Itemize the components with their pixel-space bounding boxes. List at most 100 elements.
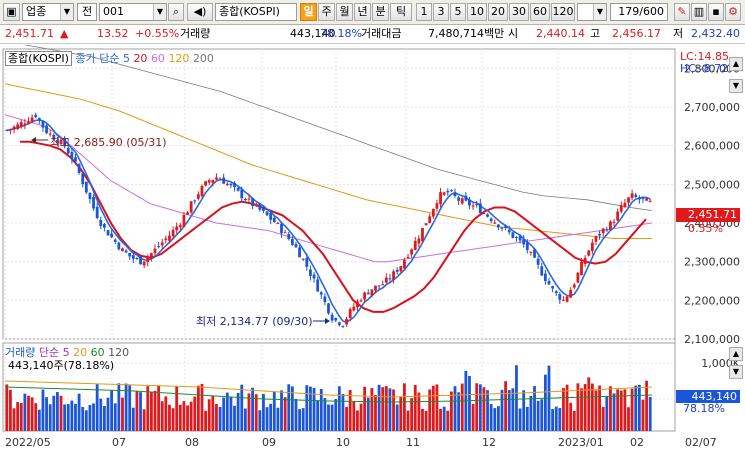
vol-legend-title: 거래량 xyxy=(5,346,36,359)
volume-bar xyxy=(616,389,620,431)
candle-body xyxy=(207,180,211,183)
volume-bar xyxy=(403,383,406,431)
candle-body xyxy=(616,211,620,221)
vol-scroll-down-icon[interactable]: ▼ xyxy=(729,365,743,379)
open-label: 시 xyxy=(508,27,519,40)
candle-body xyxy=(182,215,186,227)
interval-20[interactable]: 20 xyxy=(488,3,508,21)
volume-bar xyxy=(417,392,421,431)
code-input[interactable]: 001 ▼ xyxy=(99,3,167,21)
volume-bar xyxy=(204,410,208,431)
high-value: 2,456.17 xyxy=(612,27,661,40)
volume-bar xyxy=(41,389,45,431)
candle-body xyxy=(439,192,442,205)
tools-icon[interactable]: ✎ xyxy=(674,3,690,21)
volume-bar xyxy=(565,384,569,431)
chart-toolbar: ▣ 업종 ▼ 전 001 ▼ ⌕ ◀) 종합(KOSPI) 일 주 월 년 분 틱 … xyxy=(0,0,745,25)
speaker-icon[interactable]: ◀) xyxy=(187,3,213,21)
volume-bar xyxy=(641,399,645,431)
chart-type-icon[interactable]: ▥ xyxy=(691,3,707,21)
interval-custom-select[interactable]: ▼ xyxy=(577,3,607,21)
interval-1[interactable]: 1 xyxy=(416,3,432,21)
candle-body xyxy=(5,129,9,131)
volume-bar xyxy=(619,390,623,431)
period-month[interactable]: 월 xyxy=(336,3,353,21)
candle-body xyxy=(330,314,334,321)
candle-body xyxy=(139,256,142,265)
volume-bar xyxy=(352,401,356,431)
volume-bar xyxy=(525,406,529,431)
volume-bar xyxy=(23,393,27,431)
volume-bar xyxy=(489,404,493,431)
volume-label: 거래량 xyxy=(180,27,211,40)
volume-bar xyxy=(449,391,453,431)
volume-bar xyxy=(269,403,273,431)
candle-body xyxy=(421,227,424,242)
candle-body xyxy=(403,260,406,269)
volume-bar xyxy=(482,387,486,431)
volume-value: 443,140 xyxy=(290,27,336,40)
volume-bar xyxy=(52,395,56,431)
interval-10[interactable]: 10 xyxy=(467,3,487,21)
legend-ma5: 5 xyxy=(122,52,130,65)
vol-scroll-up-icon[interactable]: ▲ xyxy=(729,347,743,361)
volume-bar xyxy=(399,396,403,431)
interval-3[interactable]: 3 xyxy=(433,3,449,21)
price-axis-label: 2,200,000 xyxy=(684,294,740,307)
volume-bar xyxy=(153,390,157,431)
candle-body xyxy=(464,195,468,201)
volume-bar xyxy=(265,407,269,431)
volume-bar xyxy=(645,380,648,431)
candle-body xyxy=(124,250,128,253)
interval-5[interactable]: 5 xyxy=(450,3,466,21)
vol-legend-ma5: 5 xyxy=(62,346,70,359)
candle-body xyxy=(518,236,522,241)
candle-body xyxy=(59,139,63,145)
candle-body xyxy=(453,192,457,197)
volume-bar xyxy=(34,403,38,431)
period-day[interactable]: 일 xyxy=(300,3,317,21)
market-select[interactable]: 업종 ▼ xyxy=(22,3,74,21)
date-axis-label: 02/07 xyxy=(685,436,717,449)
period-year[interactable]: 년 xyxy=(354,3,371,21)
candle-body xyxy=(178,225,182,228)
candle-body xyxy=(110,233,114,238)
volume-bar xyxy=(88,405,92,431)
period-minute[interactable]: 분 xyxy=(372,3,389,21)
volume-bar xyxy=(637,384,641,431)
candle-body xyxy=(601,228,605,234)
candle-body xyxy=(243,199,247,201)
volume-ma-line xyxy=(4,380,653,398)
volume-bar xyxy=(178,404,182,431)
candle-body xyxy=(135,258,139,260)
search-type-button[interactable]: 전 xyxy=(77,3,97,21)
volume-bar xyxy=(262,393,265,431)
candle-body xyxy=(468,199,471,206)
period-tick[interactable]: 틱 xyxy=(390,3,412,21)
volume-bar xyxy=(222,397,226,431)
candle-body xyxy=(511,232,515,238)
period-week[interactable]: 주 xyxy=(318,3,335,21)
interval-120[interactable]: 120 xyxy=(551,3,575,21)
lc-value: LC:14.85 xyxy=(680,50,730,63)
save-icon[interactable]: ▪ xyxy=(708,3,724,21)
volume-bar xyxy=(48,404,52,431)
volume-bar xyxy=(406,410,410,431)
volume-bar xyxy=(334,399,338,431)
price-chart-svg[interactable]: 2,800,0002,700,0002,600,0002,500,0002,40… xyxy=(0,40,745,452)
scroll-down-icon[interactable]: ▼ xyxy=(729,79,743,93)
layout-icon[interactable]: ▣ xyxy=(3,3,20,21)
legend-ma-label: 종가 단순 xyxy=(75,52,120,65)
chart-area[interactable]: 2,800,000 2,700,000 2,600,000 2,500,000 2,40… xyxy=(0,40,745,452)
legend-title[interactable]: 종합(KOSPI) xyxy=(5,51,72,66)
data-count[interactable]: 179/600 xyxy=(610,3,668,21)
settings-icon[interactable]: ⚙ xyxy=(725,3,741,21)
volume-bar xyxy=(442,406,446,431)
candle-body xyxy=(478,203,482,214)
volume-bar xyxy=(283,397,287,431)
scroll-up-icon[interactable]: ▲ xyxy=(729,57,743,71)
search-icon[interactable]: ⌕ xyxy=(168,3,184,21)
interval-60[interactable]: 60 xyxy=(530,3,550,21)
candle-body xyxy=(384,277,388,283)
interval-30[interactable]: 30 xyxy=(509,3,529,21)
